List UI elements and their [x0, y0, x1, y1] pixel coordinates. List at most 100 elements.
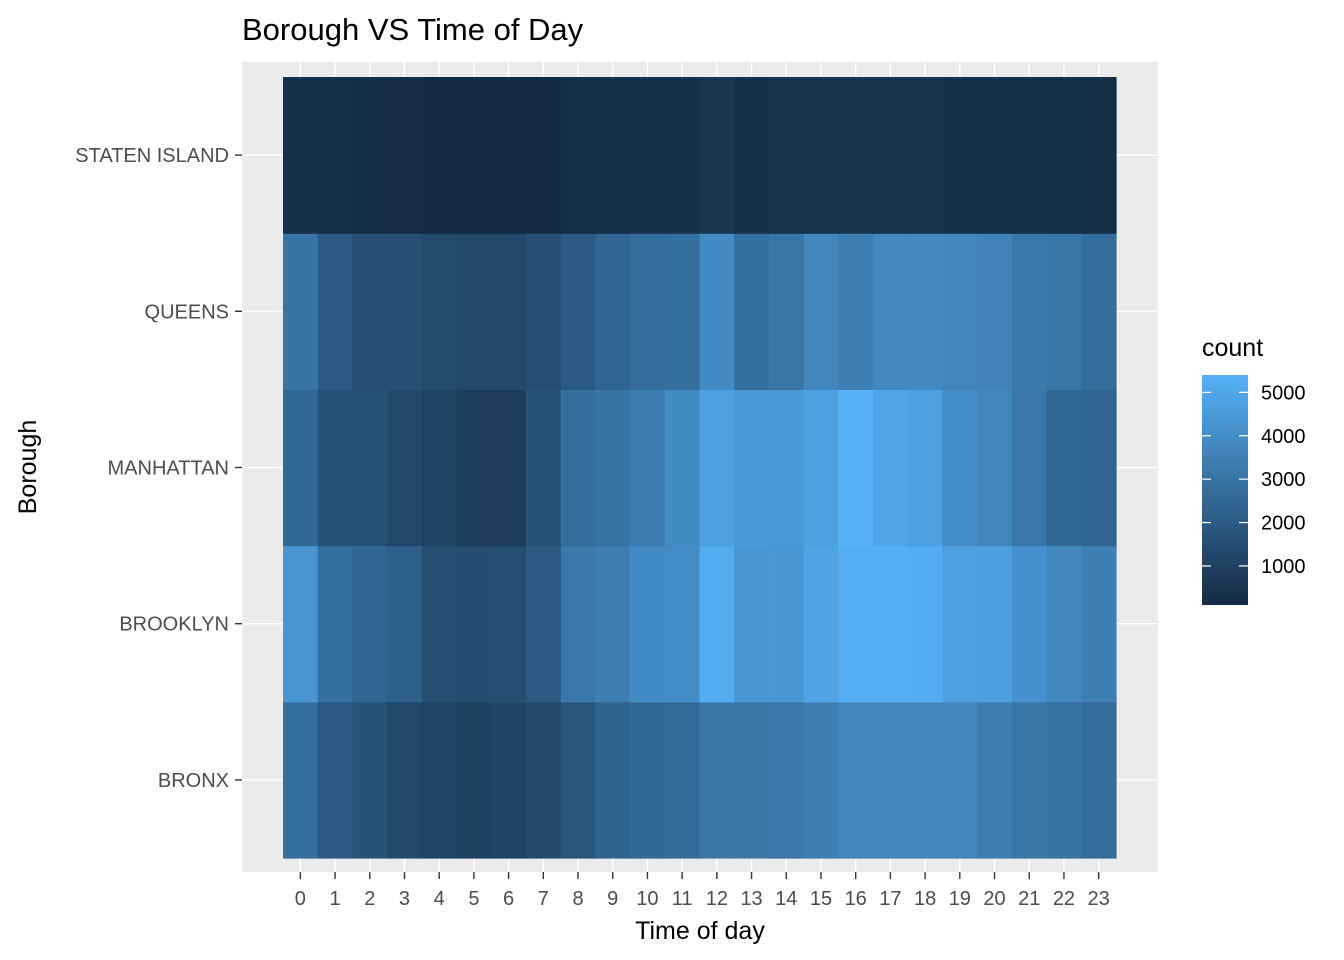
heatmap-tile	[317, 77, 354, 234]
heatmap-tile	[283, 545, 319, 703]
y-axis-title: Borough	[14, 420, 42, 515]
heatmap-tile	[595, 701, 631, 859]
x-tick-label: 23	[1088, 888, 1110, 910]
heatmap-tile	[352, 701, 388, 859]
heatmap-tile	[768, 77, 805, 234]
heatmap-tile	[317, 389, 354, 547]
heatmap-tile	[664, 77, 701, 234]
x-tick-label: 6	[503, 888, 514, 910]
heatmap-tile	[421, 389, 458, 547]
legend-tick-label: 4000	[1261, 426, 1306, 448]
heatmap-tile	[525, 701, 562, 859]
heatmap-tile	[595, 77, 631, 234]
heatmap-tile	[873, 77, 909, 234]
heatmap-tile	[942, 701, 978, 859]
y-tick-label: MANHATTAN	[108, 458, 229, 480]
heatmap-tile	[283, 701, 319, 859]
heatmap-tile	[283, 77, 319, 234]
heatmap-tile	[942, 77, 978, 234]
heatmap-tile	[873, 701, 909, 859]
legend-tick-label: 1000	[1261, 556, 1306, 578]
heatmap-tile	[942, 233, 978, 390]
heatmap-tile	[317, 701, 354, 859]
heatmap-tile	[1046, 701, 1082, 859]
heatmap-tile	[1011, 77, 1048, 234]
heatmap-tile	[387, 77, 423, 234]
x-tick-label: 14	[775, 888, 797, 910]
heatmap-tile	[387, 701, 423, 859]
heatmap-tile	[699, 233, 735, 390]
x-tick-label: 10	[636, 888, 658, 910]
heatmap-tile	[595, 545, 631, 703]
heatmap-tile	[491, 77, 527, 234]
heatmap-tile	[387, 233, 423, 390]
heatmap-tile	[1046, 389, 1082, 547]
heatmap-tile	[560, 545, 596, 703]
heatmap-tile	[1011, 545, 1048, 703]
x-tick-label: 11	[672, 888, 693, 910]
x-tick-label: 12	[706, 888, 728, 910]
heatmap-tile	[560, 701, 596, 859]
y-tick-label: STATEN ISLAND	[75, 145, 229, 167]
heatmap-tile	[803, 701, 839, 859]
heatmap-tile	[803, 389, 839, 547]
heatmap-tile	[768, 545, 805, 703]
x-tick-label: 1	[330, 888, 341, 910]
legend-tick-label: 2000	[1261, 513, 1306, 535]
heatmap-tile	[525, 389, 562, 547]
heatmap-tile	[838, 701, 874, 859]
heatmap-tile	[1046, 77, 1082, 234]
heatmap-tile	[1081, 233, 1117, 390]
x-tick-label: 9	[607, 888, 618, 910]
heatmap-tile	[630, 389, 666, 547]
x-tick-label: 16	[845, 888, 867, 910]
heatmap-tile	[630, 233, 666, 390]
heatmap-tile	[977, 545, 1013, 703]
x-tick-label: 18	[914, 888, 936, 910]
heatmap-tile	[734, 233, 770, 390]
y-tick-label: QUEENS	[145, 301, 229, 323]
heatmap-tile	[525, 233, 562, 390]
x-tick-label: 3	[399, 888, 410, 910]
y-tick-label: BROOKLYN	[119, 614, 229, 636]
heatmap-tile	[734, 389, 770, 547]
color-legend: count 1000 2000 3000 4000 5000	[1202, 334, 1306, 605]
heatmap-tile	[977, 701, 1013, 859]
heatmap-tile	[1046, 545, 1082, 703]
legend-title: count	[1202, 334, 1263, 362]
x-axis: 0 1 2 3 4 5 6 7 8 9 10 11 12 13 14 15 16 17 18 19 20 21 22 23	[295, 872, 1110, 910]
heatmap-tile	[1081, 545, 1117, 703]
heatmap-tile	[456, 545, 492, 703]
heatmap-tile	[699, 77, 735, 234]
heatmap-tile	[699, 389, 735, 547]
heatmap-tile	[838, 77, 874, 234]
heatmap-tile	[387, 545, 423, 703]
heatmap-tile	[560, 389, 596, 547]
heatmap-tile	[456, 77, 492, 234]
heatmap-tile	[977, 77, 1013, 234]
heatmap-tile	[1081, 389, 1117, 547]
heatmap-tile	[630, 545, 666, 703]
heatmap-tile	[803, 233, 839, 390]
heatmap-tile	[491, 545, 527, 703]
heatmap-tile	[907, 545, 944, 703]
legend-tick-label: 3000	[1261, 469, 1306, 491]
heatmap-tile	[803, 545, 839, 703]
heatmap-tile	[1081, 701, 1117, 859]
heatmap-tile	[456, 233, 492, 390]
heatmap-tile	[977, 389, 1013, 547]
heatmap-tile	[283, 233, 319, 390]
heatmap-tile	[630, 701, 666, 859]
heatmap-tile	[838, 545, 874, 703]
heatmap-tile	[1011, 389, 1048, 547]
heatmap-tile	[942, 545, 978, 703]
heatmap-tile	[491, 389, 527, 547]
heatmap-tile	[595, 389, 631, 547]
heatmap-tile	[283, 389, 319, 547]
heatmap-tile	[664, 701, 701, 859]
x-tick-label: 22	[1053, 888, 1075, 910]
heatmap-tile	[907, 701, 944, 859]
heatmap-tile	[630, 77, 666, 234]
x-tick-label: 4	[434, 888, 445, 910]
heatmap-tile	[456, 701, 492, 859]
